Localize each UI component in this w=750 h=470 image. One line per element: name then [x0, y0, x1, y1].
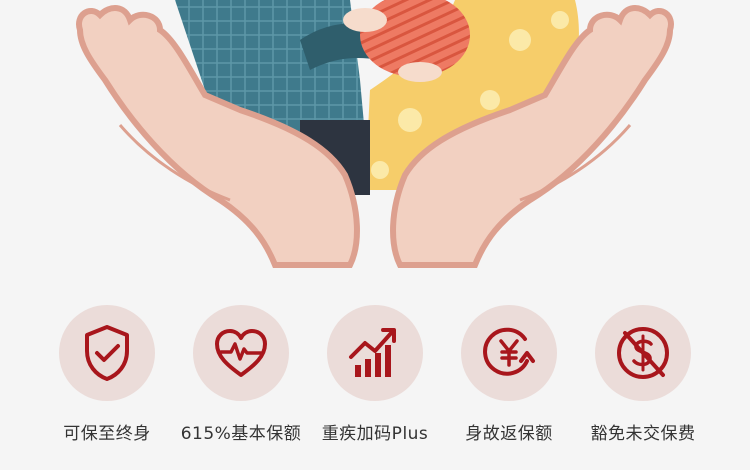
feature-icon-circle — [327, 305, 423, 401]
feature-label: 重疾加码Plus — [321, 424, 429, 444]
feature-label: 615%基本保额 — [180, 424, 302, 444]
feature-icon-circle — [59, 305, 155, 401]
feature-label: 身故返保额 — [465, 424, 553, 444]
family-hands-illustration — [76, 0, 674, 268]
feature-icon-circle — [595, 305, 691, 401]
feature-icon-circle — [461, 305, 557, 401]
feature-death-benefit: 身故返保额 — [444, 305, 574, 455]
feature-icon-circle — [193, 305, 289, 401]
heart-pulse-icon — [215, 329, 267, 377]
feature-premium-waiver: 豁免未交保费 — [578, 305, 708, 455]
no-dollar-icon — [617, 327, 669, 379]
shield-check-icon — [85, 325, 129, 381]
feature-critical-illness-plus: 重疾加码Plus — [310, 305, 440, 455]
feature-base-amount: 615%基本保额 — [176, 305, 306, 455]
feature-list: 可保至终身 615%基本保额 重疾加码Plus — [0, 305, 750, 465]
feature-lifetime-coverage: 可保至终身 — [42, 305, 172, 455]
yen-return-icon — [483, 327, 535, 376]
feature-label: 豁免未交保费 — [590, 424, 696, 444]
feature-label: 可保至终身 — [63, 424, 151, 444]
bar-chart-up-icon — [349, 328, 396, 377]
